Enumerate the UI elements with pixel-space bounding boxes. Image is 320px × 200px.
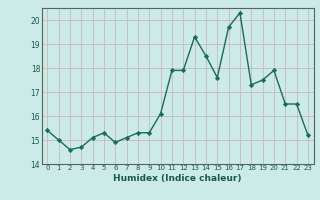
X-axis label: Humidex (Indice chaleur): Humidex (Indice chaleur) (113, 174, 242, 183)
